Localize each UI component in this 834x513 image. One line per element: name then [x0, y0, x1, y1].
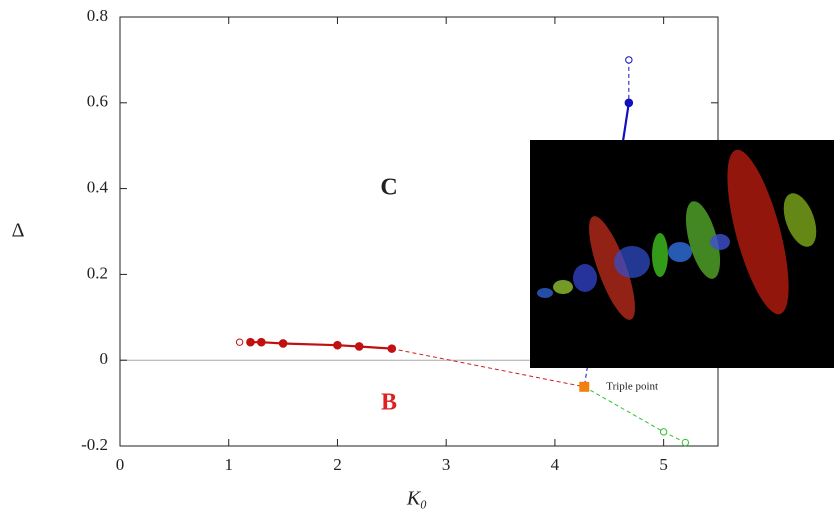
y-tick-label: -0.2 [81, 435, 108, 454]
inset-image [530, 140, 834, 368]
data-point [257, 337, 266, 347]
x-axis-label: K₀ [406, 488, 427, 510]
x-tick-label: 1 [224, 455, 233, 474]
phase-label: C [380, 175, 397, 201]
phase-boundary [250, 341, 392, 350]
data-point [681, 438, 690, 447]
x-tick-label: 2 [333, 455, 342, 474]
x-tick-label: 5 [659, 455, 668, 474]
plot-area: 0 1 2 3 4 5 0.8 0.6 0.4 0.2 0 -0.2 Triple point [81, 6, 719, 474]
triple-point-label: Triple point [606, 380, 658, 392]
x-tick-label: 0 [116, 455, 125, 474]
data-point [625, 56, 633, 64]
data-point [246, 337, 255, 347]
y-tick-label: 0.2 [87, 263, 108, 282]
phase-label: B [381, 390, 397, 416]
data-point [624, 98, 634, 108]
y-tick-label: 0.6 [87, 92, 108, 111]
triple-point [579, 381, 590, 392]
x-tick-label: 4 [551, 455, 560, 474]
data-point [278, 339, 288, 348]
phase-boundary [621, 102, 630, 146]
x-tick-label: 3 [442, 455, 451, 474]
data-point [333, 340, 342, 350]
data-point [354, 342, 364, 351]
y-tick-label: 0 [100, 349, 109, 368]
data-point [659, 428, 668, 436]
data-point [235, 338, 244, 346]
phase-boundary [584, 386, 686, 444]
y-tick-label: 0.8 [87, 6, 108, 25]
y-axis-label: Δ [12, 220, 25, 242]
y-tick-label: 0.4 [87, 178, 109, 197]
phase-boundary [391, 348, 585, 388]
